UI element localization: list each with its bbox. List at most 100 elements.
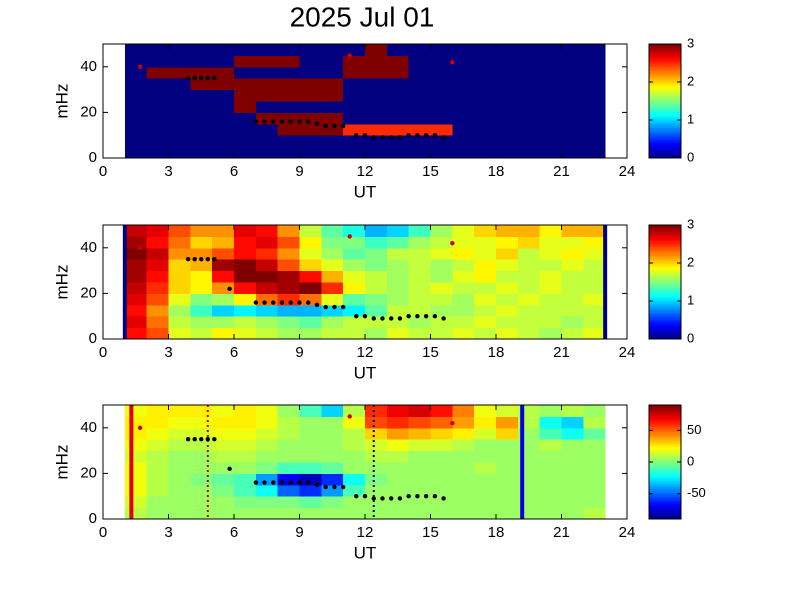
heatmap-cell [408,462,431,474]
marker [362,133,368,138]
heatmap-cell [539,462,562,474]
marker [199,76,204,81]
heatmap-cell [452,316,475,329]
heatmap-cell [168,146,191,159]
marker [362,494,368,499]
heatmap-cell [430,282,453,294]
heatmap-cell [146,225,169,237]
heatmap-cell [168,439,191,452]
colorbar-segment [649,260,681,263]
heatmap-cell [561,101,584,113]
y-tick-label: 0 [89,510,97,527]
heatmap-cell [583,123,606,136]
y-tick-label: 40 [80,419,97,436]
heatmap-cell [255,112,279,125]
heatmap-cell [365,439,388,452]
colorbar-segment [649,156,681,159]
marker [288,300,293,305]
heatmap-cell [277,462,300,474]
heatmap-cell [343,270,366,283]
colorbar-tick-label: 1 [687,292,694,307]
heatmap-cell [212,135,235,148]
heatmap-cell [255,89,279,102]
marker [306,300,311,305]
heatmap-cell [452,146,475,159]
heatmap-cell [496,327,519,340]
heatmap-cell [321,327,344,340]
heatmap-cell [517,473,541,486]
heatmap-cell [430,225,453,237]
heatmap-cell [190,427,213,440]
colorbar-tick-label: 2 [687,254,694,269]
heatmap-cell [234,439,257,452]
heatmap-cell [212,473,235,486]
heatmap-cell [561,55,584,68]
heatmap-cell [430,101,453,113]
heatmap-cell [321,225,344,237]
colorbar-segment [649,95,681,98]
heatmap-cell [168,123,191,136]
x-tick-label: 3 [164,344,172,361]
heatmap-cell [365,427,388,440]
heatmap-cell [517,293,541,306]
colorbar-segment [649,249,681,253]
heatmap-cell [255,427,279,440]
heatmap-cell [496,247,519,260]
marker [314,121,320,127]
heatmap-cell [517,282,541,294]
colorbar-segment [649,488,681,491]
heatmap-cell [190,44,213,56]
heatmap-cell [430,55,453,68]
heatmap-cell [321,66,344,79]
marker [354,133,359,138]
heatmap-cell [517,112,541,125]
heatmap-cell [561,405,584,417]
heatmap-cell [474,78,497,91]
colorbar-segment [649,438,681,442]
heatmap-cell [539,236,562,249]
colorbar-segment [649,453,681,456]
heatmap-cell [561,496,584,509]
y-axis-label: mHz [52,84,71,119]
x-tick-label: 0 [99,163,107,180]
heatmap-cell [517,146,541,159]
heatmap-cell [583,225,606,237]
marker [397,316,403,321]
y-tick-label: 20 [80,284,97,301]
heatmap-cell [343,327,366,340]
colorbar-segment [649,289,681,292]
x-tick-label: 3 [164,163,172,180]
heatmap-cell [168,507,191,520]
marker [332,123,337,129]
colorbar-segment [649,127,681,130]
marker [271,300,276,305]
marker [205,437,210,442]
colorbar-segment [649,258,681,262]
heatmap-cell [168,78,191,91]
heatmap-cell [452,225,475,237]
colorbar-frame [648,224,682,340]
heatmap-cell [452,259,475,272]
heatmap-cell [255,247,279,260]
heatmap-cell [408,293,431,306]
heatmap-cell [408,112,431,125]
heatmap-cell [539,247,562,260]
heatmap-cell [212,427,235,440]
heatmap-cell [430,270,453,283]
heatmap-cell [212,293,235,306]
heatmap-cell [168,450,191,463]
heatmap-cell [496,462,519,474]
heatmap-cell [299,304,322,317]
heatmap-cell [168,259,191,272]
colorbar-segment [649,331,681,335]
marker [199,257,204,262]
heatmap-cell [365,259,388,272]
heatmap-cell [539,282,562,294]
heatmap-cell [365,78,388,91]
heatmap-cell [190,225,213,237]
marker [253,119,259,124]
heatmap-cell [517,78,541,91]
marker [415,494,420,499]
colorbar-segment [649,242,681,246]
heatmap-cell [583,462,606,474]
